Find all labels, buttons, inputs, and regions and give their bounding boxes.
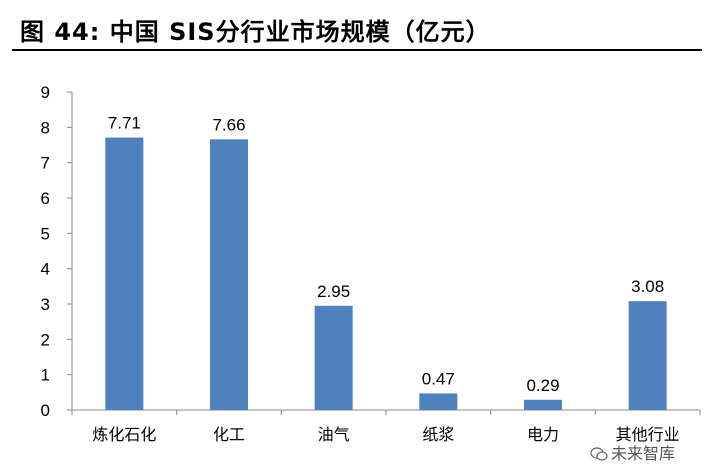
x-tick-label: 电力	[527, 425, 559, 444]
data-label: 7.66	[212, 115, 245, 134]
y-tick-label: 9	[41, 83, 50, 102]
x-tick-label: 纸浆	[422, 425, 454, 444]
bar	[314, 305, 353, 410]
data-label: 0.47	[422, 369, 455, 388]
y-tick-label: 6	[41, 189, 50, 208]
data-label: 7.71	[108, 114, 141, 133]
x-tick-label: 炼化石化	[92, 425, 156, 444]
y-tick-label: 7	[41, 154, 50, 173]
figure-title-text: 中国 SIS分行业市场规模（亿元）	[109, 18, 491, 46]
bar	[524, 399, 562, 410]
x-tick-label: 化工	[213, 425, 245, 444]
y-tick-label: 8	[41, 118, 50, 137]
watermark-text: 未来智库	[611, 444, 676, 463]
bar-chart: 0 1 2 3 4 5 6 7 8 9 7.71 炼化石化 7.66 化工 2.95 油气 0.47 纸浆 0.29…	[41, 83, 701, 444]
y-tick-label: 1	[41, 366, 50, 385]
y-tick-label: 4	[41, 260, 50, 279]
y-tick-label: 5	[41, 224, 50, 243]
y-tick-label: 0	[41, 401, 50, 420]
bar	[105, 137, 144, 410]
data-label: 2.95	[317, 282, 350, 301]
x-tick-label: 油气	[318, 425, 350, 444]
bar	[210, 139, 248, 410]
y-tick-label: 3	[41, 295, 50, 314]
watermark: 未来智库	[590, 440, 675, 464]
y-tick-label: 2	[41, 330, 50, 349]
title-underline	[12, 49, 702, 51]
data-label: 0.29	[526, 376, 559, 395]
bar	[628, 301, 667, 410]
figure-title-bar: 图 44: 中国 SIS分行业市场规模（亿元）	[0, 0, 711, 52]
data-label: 3.08	[631, 277, 664, 296]
figure-number: 图 44:	[20, 18, 101, 46]
bar	[419, 393, 458, 410]
wechat-icon	[590, 447, 608, 461]
figure-title: 图 44: 中国 SIS分行业市场规模（亿元）	[20, 12, 491, 47]
x-tick-label: 其他行业	[616, 425, 680, 444]
